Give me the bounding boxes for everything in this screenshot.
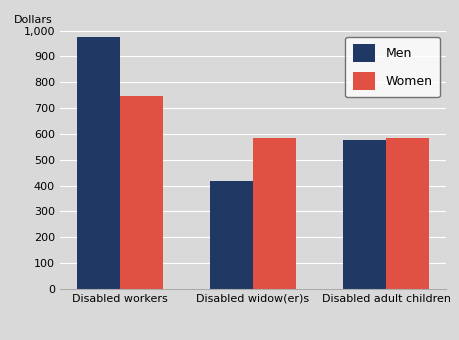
Bar [120,96,162,289]
Bar [252,138,295,289]
Text: Dollars: Dollars [13,15,52,26]
Legend: Men, Women: Men, Women [345,37,439,97]
Bar [385,138,428,289]
Bar [77,37,120,289]
Bar [343,140,385,289]
Bar [210,181,252,289]
